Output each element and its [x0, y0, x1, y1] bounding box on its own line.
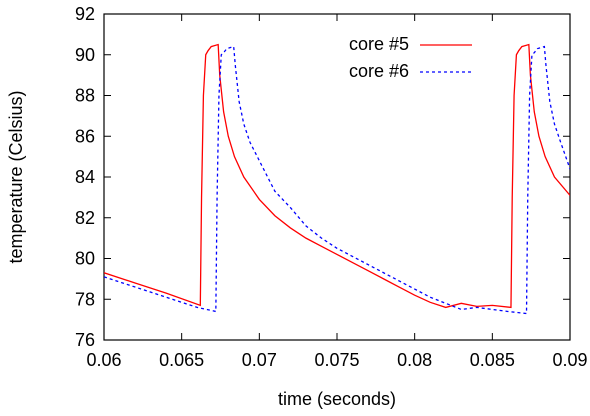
x-tick-label: 0.08: [397, 350, 432, 370]
y-tick-label: 90: [75, 45, 95, 65]
y-tick-label: 92: [75, 4, 95, 24]
legend-label-core-6: core #6: [349, 61, 409, 81]
y-tick-label: 76: [75, 330, 95, 350]
series-line-0: [104, 43, 570, 309]
series-layer: [104, 43, 570, 315]
x-tick-label: 0.07: [242, 350, 277, 370]
x-tick-label: 0.085: [470, 350, 515, 370]
y-tick-label: 88: [75, 86, 95, 106]
y-tick-label: 84: [75, 167, 95, 187]
legend: core #5 core #6: [349, 34, 472, 81]
y-axis-label: temperature (Celsius): [6, 90, 26, 263]
series-line-1: [104, 45, 570, 315]
y-tick-label: 82: [75, 208, 95, 228]
plot-frame: [103, 13, 571, 341]
x-tick-label: 0.075: [314, 350, 359, 370]
y-tick-label: 86: [75, 126, 95, 146]
x-axis-label: time (seconds): [278, 389, 396, 409]
ticks: 0.06 0.065 0.07 0.075 0.08 0.085 0.09 76 78 80 82 8…: [75, 4, 588, 370]
y-tick-label: 78: [75, 289, 95, 309]
x-tick-label: 0.06: [86, 350, 121, 370]
legend-label-core-5: core #5: [349, 34, 409, 54]
x-tick-label: 0.065: [159, 350, 204, 370]
y-tick-label: 80: [75, 249, 95, 269]
x-tick-label: 0.09: [552, 350, 587, 370]
